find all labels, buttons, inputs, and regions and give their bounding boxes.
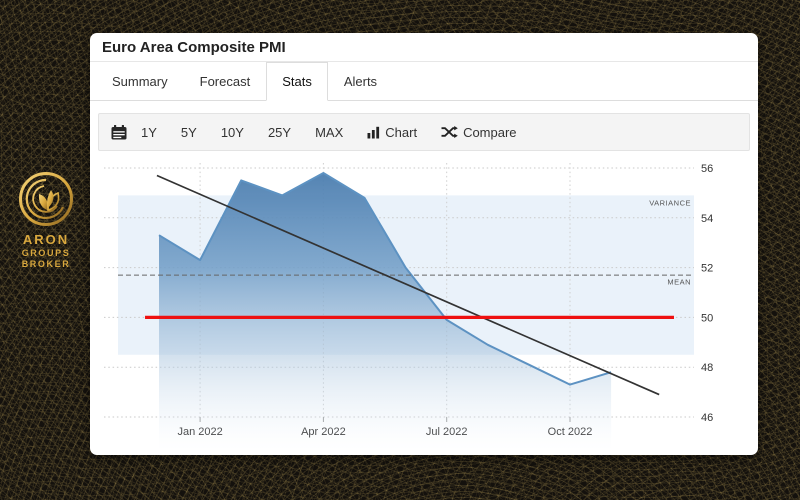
page-title: Euro Area Composite PMI xyxy=(90,33,758,62)
tab-stats[interactable]: Stats xyxy=(266,62,328,101)
calendar-button[interactable] xyxy=(109,124,139,140)
y-axis-label-52: 52 xyxy=(701,263,713,275)
tab-bar: Summary Forecast Stats Alerts xyxy=(90,62,758,101)
logo-emblem-icon xyxy=(19,172,73,226)
range-button-1y[interactable]: 1Y xyxy=(141,124,157,140)
aron-groups-broker-logo: ARON GROUPS BROKER xyxy=(8,170,84,271)
y-axis-label-54: 54 xyxy=(701,213,713,225)
calendar-icon xyxy=(111,124,127,139)
chart-type-button[interactable]: Chart xyxy=(355,125,429,140)
pmi-area-chart: 565452504846Jan 2022Apr 2022Jul 2022Oct … xyxy=(104,163,713,451)
logo-text-line1: ARON xyxy=(22,232,70,247)
tab-alerts[interactable]: Alerts xyxy=(343,74,378,89)
range-button-25y[interactable]: 25Y xyxy=(267,124,292,140)
logo-text-line3: BROKER xyxy=(21,259,71,270)
y-axis-label-48: 48 xyxy=(701,362,713,374)
pmi-series-line xyxy=(158,172,612,386)
chart-button-label: Chart xyxy=(385,124,418,140)
range-button-5y[interactable]: 5Y xyxy=(180,124,197,140)
trend-line xyxy=(156,174,660,396)
mean-label: MEAN xyxy=(667,278,691,287)
compare-button-label: Compare xyxy=(463,124,517,140)
chart-toolbar: 1Y 5Y 10Y 25Y MAX Chart Compare xyxy=(98,113,750,151)
compare-button[interactable]: Compare xyxy=(429,125,528,140)
pmi-area-fill xyxy=(159,173,612,451)
variance-label: VARIANCE xyxy=(649,198,691,207)
pmi-widget-card: Euro Area Composite PMI Summary Forecast S… xyxy=(90,33,758,455)
shuffle-compare-icon xyxy=(441,126,458,138)
y-axis-label-56: 56 xyxy=(701,163,713,175)
logo-text-line2: GROUPS xyxy=(21,247,71,258)
tab-summary[interactable]: Summary xyxy=(112,74,168,89)
chart-canvas[interactable]: 565452504846Jan 2022Apr 2022Jul 2022Oct … xyxy=(98,156,750,456)
tab-forecast[interactable]: Forecast xyxy=(199,74,251,89)
range-buttons: 1Y 5Y 10Y 25Y MAX xyxy=(139,125,355,140)
y-axis-label-50: 50 xyxy=(701,312,713,324)
range-button-max[interactable]: MAX xyxy=(315,124,344,140)
range-button-10y[interactable]: 10Y xyxy=(220,124,244,140)
bar-chart-icon xyxy=(367,126,380,138)
y-axis-label-46: 46 xyxy=(701,412,713,424)
